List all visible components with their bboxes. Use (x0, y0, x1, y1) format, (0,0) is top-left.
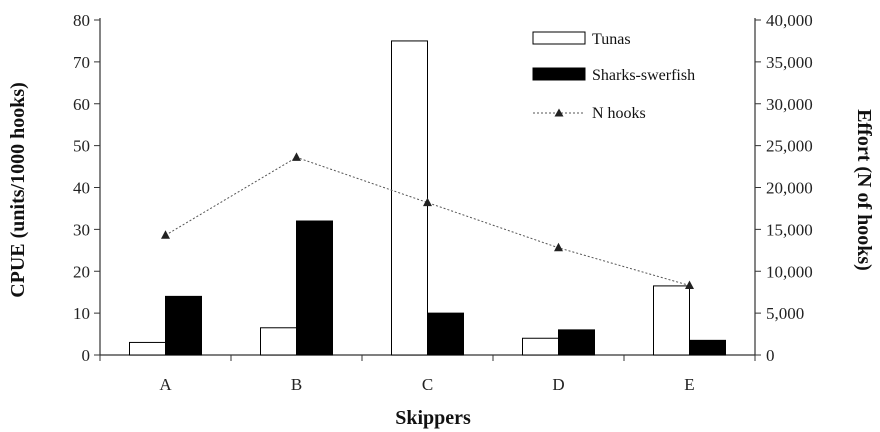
y-axis-title: CPUE (units/1000 hooks) (7, 82, 29, 298)
bar-sharks-swordfish-d (558, 329, 595, 356)
n-hooks-point-e (685, 280, 694, 289)
y-tick-label: 70 (73, 53, 90, 72)
legend-label-tunas: Tunas (592, 31, 631, 48)
y-tick-label: 40 (73, 179, 90, 198)
bar-sharks-swordfish-a (165, 295, 202, 356)
y-tick-label: 10 (73, 304, 90, 323)
y-tick-label: 30 (73, 220, 90, 239)
n-hooks-point-b (292, 152, 301, 161)
bar-sharks-swordfish-b (296, 220, 333, 356)
bar-sharks-swordfish-e (689, 339, 726, 356)
y2-tick-label: 30,000 (766, 95, 813, 114)
legend-marker-n-hooks (554, 108, 564, 117)
n-hooks-point-d (554, 242, 563, 252)
x-tick-label: C (422, 375, 433, 394)
x-axis-title: Skippers (395, 407, 471, 429)
bar-tunas-d (522, 337, 559, 356)
n-hooks-point-a (161, 230, 170, 239)
y2-tick-label: 0 (766, 346, 775, 365)
bar-tunas-c (391, 40, 428, 356)
x-tick-label: E (684, 375, 694, 394)
bar-sharks-swordfish-c (427, 312, 464, 356)
x-tick-label: B (291, 375, 302, 394)
y-tick-label: 50 (73, 137, 90, 156)
x-ticks: A B C D E (99, 355, 756, 394)
y2-tick-label: 10,000 (766, 262, 813, 281)
bar-tunas-e (653, 285, 690, 356)
y2-tick-label: 35,000 (766, 53, 813, 72)
x-tick-label: D (552, 375, 564, 394)
y2-axis-title: Effort (N of hooks) (853, 109, 875, 271)
y-tick-label: 60 (73, 95, 90, 114)
y2-tick-label: 40,000 (766, 11, 813, 30)
bar-tunas-b (260, 327, 297, 356)
y-tick-label: 80 (73, 11, 90, 30)
n-hooks-line (165, 156, 690, 286)
left-ticks: 0 10 20 30 40 50 60 70 80 (73, 11, 100, 365)
y2-tick-label: 15,000 (766, 220, 813, 239)
bar-tunas-a (129, 341, 166, 356)
y2-tick-label: 25,000 (766, 137, 813, 156)
y2-tick-label: 5,000 (766, 304, 804, 323)
legend-label-n-hooks: N hooks (592, 105, 646, 122)
legend: Tunas Sharks-swerfish N hooks (532, 31, 695, 122)
y-tick-label: 0 (82, 346, 91, 365)
y2-tick-label: 20,000 (766, 179, 813, 198)
y-tick-label: 20 (73, 262, 90, 281)
legend-swatch-tunas (532, 31, 586, 45)
right-ticks: 0 5,000 10,000 15,000 20,000 25,000 30,000 35,0… (755, 11, 813, 365)
x-tick-label: A (159, 375, 172, 394)
line-series (161, 152, 694, 289)
n-hooks-point-c (423, 197, 432, 207)
legend-label-sharks-swordfish: Sharks-swerfish (592, 67, 695, 84)
legend-swatch-sharks-swordfish (532, 67, 586, 81)
